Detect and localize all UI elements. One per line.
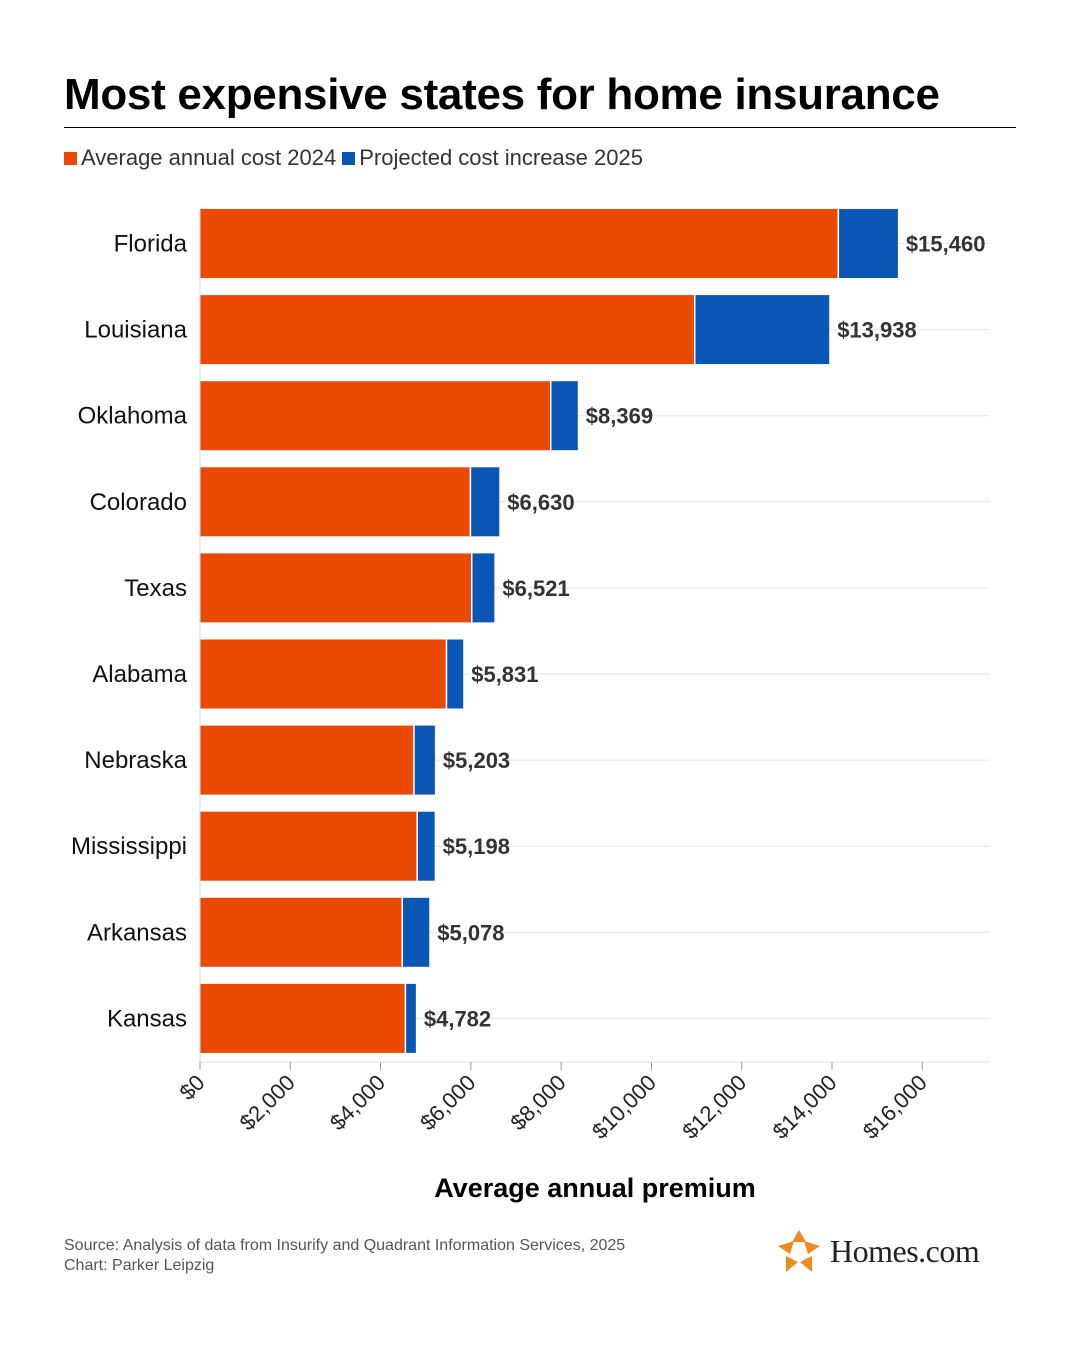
bar-2025-increase-arkansas [402, 897, 430, 967]
total-label-oklahoma: $8,369 [586, 404, 653, 429]
bar-2025-increase-nebraska [413, 725, 435, 795]
x-tick-label-6: $12,000 [677, 1070, 751, 1144]
x-tick-label-7: $14,000 [768, 1070, 842, 1144]
bar-2024-louisiana [200, 295, 695, 365]
total-label-nebraska: $5,203 [443, 748, 510, 773]
x-tick-label-5: $10,000 [587, 1070, 661, 1144]
bar-2024-mississippi [200, 811, 418, 881]
bar-2025-increase-louisiana [694, 295, 830, 365]
total-label-texas: $6,521 [502, 576, 569, 601]
x-tick-label-4: $8,000 [505, 1070, 570, 1135]
x-tick-label-1: $2,000 [235, 1070, 300, 1135]
x-tick-label-0: $0 [175, 1070, 210, 1105]
x-axis-title: Average annual premium [434, 1173, 756, 1203]
legend-swatch-2024 [64, 151, 77, 165]
legend-item-2025: Projected cost increase 2025 [342, 145, 643, 171]
bar-2024-alabama [200, 639, 447, 709]
category-label-louisiana: Louisiana [84, 317, 187, 344]
homes-com-star-icon [778, 1230, 820, 1272]
category-label-oklahoma: Oklahoma [78, 403, 188, 430]
total-label-florida: $15,460 [906, 232, 986, 257]
bar-2024-kansas [200, 983, 406, 1053]
category-label-texas: Texas [124, 575, 187, 602]
legend-swatch-2025 [342, 151, 356, 165]
bar-2025-increase-alabama [446, 639, 464, 709]
x-tick-label-3: $6,000 [415, 1070, 480, 1135]
x-tick-label-2: $4,000 [325, 1070, 390, 1135]
legend-label-2025: Projected cost increase 2025 [359, 145, 643, 170]
footer: Source: Analysis of data from Insurify a… [64, 1236, 625, 1276]
bar-2024-florida [200, 209, 839, 278]
category-label-kansas: Kansas [107, 1005, 187, 1032]
total-label-louisiana: $13,938 [837, 318, 917, 343]
bar-chart: $0 $2,000 $4,000 $6,000 $8,000 $10,000 $12,000… [71, 209, 990, 1203]
total-label-alabama: $5,831 [471, 662, 538, 687]
category-label-colorado: Colorado [90, 489, 187, 516]
chart-title: Most expensive states for home insurance [64, 70, 940, 119]
category-label-arkansas: Arkansas [87, 919, 187, 946]
bar-2025-increase-kansas [405, 983, 416, 1053]
chart-credit: Chart: Parker Leipzig [64, 1257, 215, 1274]
bar-2025-increase-mississippi [417, 811, 435, 881]
homes-com-logo: Homes.com [776, 1228, 980, 1274]
category-label-alabama: Alabama [92, 661, 187, 688]
bar-2024-colorado [200, 467, 471, 537]
x-tick-label-8: $16,000 [858, 1070, 932, 1144]
bar-2025-increase-oklahoma [550, 381, 578, 451]
total-label-mississippi: $5,198 [443, 834, 510, 859]
bar-2024-oklahoma [200, 381, 551, 451]
legend: Average annual cost 2024 Projected cost … [64, 145, 649, 171]
bar-2024-arkansas [200, 897, 403, 967]
total-label-kansas: $4,782 [424, 1006, 491, 1031]
category-label-mississippi: Mississippi [71, 833, 187, 860]
source-note: Source: Analysis of data from Insurify a… [64, 1237, 626, 1254]
bar-2025-increase-texas [471, 553, 495, 623]
category-label-nebraska: Nebraska [84, 747, 187, 774]
logo-wordmark: Homes.com [830, 1232, 980, 1269]
bar-2025-increase-florida [838, 209, 898, 278]
legend-item-2024: Average annual cost 2024 [64, 145, 336, 171]
bar-2024-texas [200, 553, 472, 623]
bar-2024-nebraska [200, 725, 414, 795]
category-label-florida: Florida [114, 231, 188, 258]
title-divider [64, 127, 1016, 128]
legend-label-2024: Average annual cost 2024 [81, 145, 337, 170]
total-label-arkansas: $5,078 [437, 920, 504, 945]
bar-2025-increase-colorado [470, 467, 500, 537]
total-label-colorado: $6,630 [507, 490, 574, 515]
